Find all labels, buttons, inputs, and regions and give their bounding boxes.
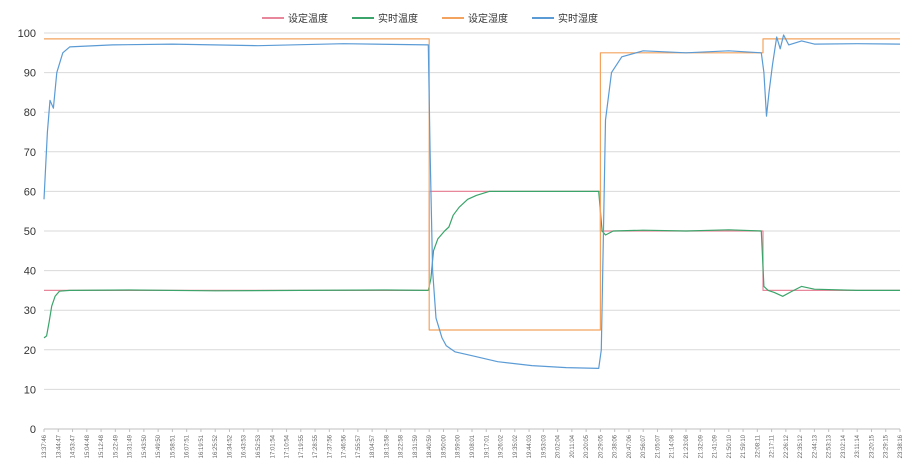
x-tick-label: 21:50:10 — [727, 434, 733, 458]
x-tick-label: 20:29:05 — [598, 434, 604, 458]
x-tick-label: 18:40:59 — [427, 434, 433, 458]
x-tick-label: 18:22:58 — [399, 434, 405, 458]
series-line-1 — [44, 190, 900, 291]
x-tick-label: 23:38:16 — [898, 434, 903, 458]
series-line-3 — [44, 38, 900, 331]
x-tick-label: 17:28:55 — [313, 434, 319, 458]
x-tick-label: 23:20:15 — [869, 434, 875, 458]
x-tick-label: 21:14:08 — [670, 434, 676, 458]
x-tick-label: 17:55:57 — [356, 434, 362, 458]
x-tick-label: 13:37:46 — [42, 434, 48, 458]
y-tick-label: 90 — [24, 68, 36, 80]
x-tick-label: 17:01:54 — [270, 434, 276, 458]
legend: 设定温度 实时温度 设定湿度 实时湿度 — [262, 12, 598, 25]
legend-label: 设定温度 — [288, 12, 328, 25]
x-tick-label: 20:38:06 — [613, 434, 619, 458]
x-tick-label: 19:53:03 — [541, 434, 547, 458]
x-tick-label: 15:49:50 — [156, 434, 162, 458]
y-tick-label: 80 — [24, 107, 36, 119]
grid-layer — [44, 32, 900, 430]
y-tick-label: 100 — [18, 28, 36, 40]
series-layer — [43, 34, 901, 369]
x-tick-label: 17:37:56 — [327, 434, 333, 458]
x-tick-label: 23:29:15 — [884, 434, 890, 458]
x-tick-label: 20:56:07 — [641, 434, 647, 458]
x-tick-label: 22:17:11 — [770, 434, 776, 458]
y-tick-label: 10 — [24, 384, 36, 396]
x-tick-label: 22:44:13 — [812, 434, 818, 458]
legend-label: 实时温度 — [378, 12, 418, 25]
x-tick-label: 21:59:10 — [741, 434, 747, 458]
x-tick-label: 16:52:53 — [256, 434, 262, 458]
x-tick-label: 19:08:01 — [470, 434, 476, 458]
x-tick-label: 17:10:54 — [285, 434, 291, 458]
x-tick-label: 16:34:52 — [227, 434, 233, 458]
x-tick-label: 14:53:47 — [71, 434, 77, 458]
y-tick-label: 40 — [24, 266, 36, 278]
x-tick-label: 15:31:49 — [128, 434, 134, 458]
x-tick-label: 20:02:04 — [556, 434, 562, 458]
x-tick-label: 16:07:51 — [185, 434, 191, 458]
series-line-2 — [43, 190, 900, 339]
x-tick-label: 22:26:12 — [784, 434, 790, 458]
x-tick-label: 19:17:01 — [484, 434, 490, 458]
x-tick-label: 20:20:05 — [584, 434, 590, 458]
x-tick-label: 23:11:14 — [855, 434, 861, 458]
x-tick-label: 13:44:47 — [56, 434, 62, 458]
x-tick-label: 15:22:49 — [113, 434, 119, 458]
x-tick-label: 15:43:50 — [142, 434, 148, 458]
x-tick-label: 17:46:56 — [342, 434, 348, 458]
series-line-4 — [43, 34, 901, 369]
x-tick-label: 20:11:04 — [570, 434, 576, 458]
x-tick-label: 20:47:06 — [627, 434, 633, 458]
x-tick-label: 22:35:12 — [798, 434, 804, 458]
y-tick-label: 70 — [24, 147, 36, 159]
x-tick-label: 21:05:07 — [655, 434, 661, 458]
x-tick-label: 16:19:51 — [199, 434, 205, 458]
y-tick-label: 20 — [24, 345, 36, 357]
x-tick-label: 17:19:55 — [299, 434, 305, 458]
x-tick-label: 22:08:11 — [755, 434, 761, 458]
x-tick-label: 19:26:02 — [499, 434, 505, 458]
y-tick-label: 0 — [30, 424, 36, 436]
legend-label: 设定湿度 — [468, 12, 508, 25]
x-tick-label: 22:53:13 — [827, 434, 833, 458]
y-tick-label: 50 — [24, 226, 36, 238]
x-tick-label: 18:04:57 — [370, 434, 376, 458]
x-tick-label: 16:25:52 — [213, 434, 219, 458]
x-tick-label: 21:41:09 — [713, 434, 719, 458]
x-tick-label: 15:12:48 — [99, 434, 105, 458]
x-tick-label: 15:04:48 — [85, 434, 91, 458]
x-tick-label: 21:32:09 — [698, 434, 704, 458]
x-tick-label: 19:44:03 — [527, 434, 533, 458]
x-tick-label: 16:43:53 — [242, 434, 248, 458]
y-tick-label: 60 — [24, 186, 36, 198]
x-axis: 13:37:46 13:44:47 14:53:47 15:04:48 15:12:48… — [42, 429, 903, 458]
y-axis: 0 10 20 30 40 50 60 70 80 90 100 — [18, 28, 36, 436]
x-tick-label: 21:23:08 — [684, 434, 690, 458]
x-tick-label: 18:31:59 — [413, 434, 419, 458]
x-tick-label: 18:13:58 — [384, 434, 390, 458]
x-tick-label: 15:58:51 — [170, 434, 176, 458]
x-tick-label: 18:50:00 — [441, 434, 447, 458]
x-tick-label: 18:59:00 — [456, 434, 462, 458]
y-tick-label: 30 — [24, 305, 36, 317]
x-tick-label: 19:35:02 — [513, 434, 519, 458]
legend-label: 实时湿度 — [558, 12, 598, 25]
x-tick-label: 23:02:14 — [841, 434, 847, 458]
